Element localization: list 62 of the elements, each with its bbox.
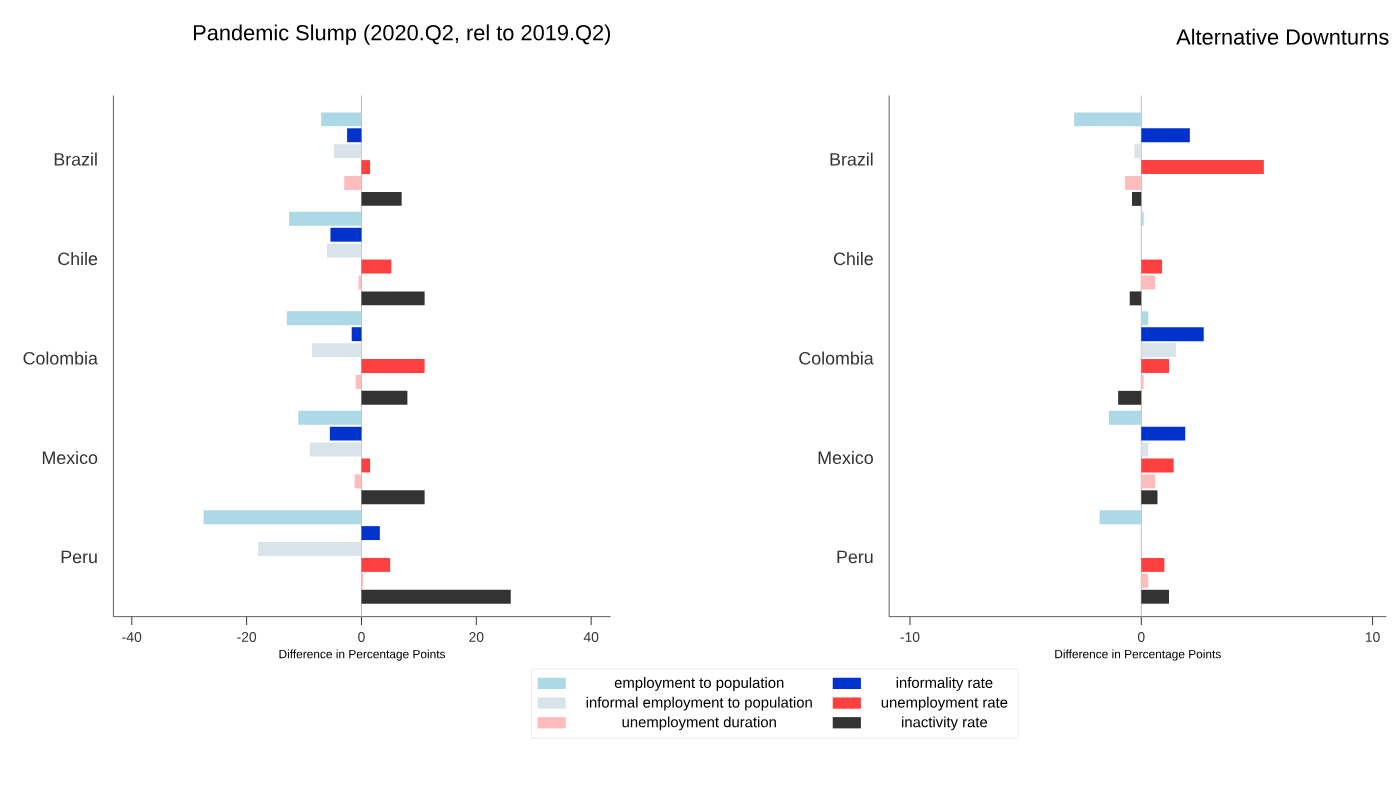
bar [1141, 343, 1176, 358]
y-tick-label: Mexico [818, 451, 873, 465]
bar [361, 590, 511, 604]
bar [1129, 291, 1142, 306]
bar [361, 490, 425, 505]
bar [344, 176, 362, 191]
bar [1141, 160, 1264, 175]
bar [1125, 176, 1142, 191]
chart-title: Pandemic Slump (2020.Q2, rel to 2019.Q2) [194, 24, 611, 45]
bar [1141, 426, 1186, 441]
y-tick-label: Mexico [42, 451, 98, 465]
bar [286, 311, 362, 326]
bar [1141, 574, 1149, 589]
bar [1141, 474, 1156, 489]
bar [1141, 558, 1165, 573]
bar [347, 128, 362, 143]
y-tick-label: Colombia [799, 351, 874, 365]
bar [361, 391, 408, 406]
bar [1132, 192, 1142, 207]
bar [361, 526, 380, 541]
bar [361, 291, 425, 306]
bar [1141, 327, 1204, 342]
bar [1141, 590, 1170, 604]
bar [1141, 490, 1158, 505]
bar [330, 227, 362, 242]
bar [1141, 259, 1163, 274]
bar [1134, 144, 1142, 159]
bar [1141, 275, 1156, 290]
bar [203, 510, 362, 525]
bar [258, 542, 362, 557]
bar [289, 212, 362, 226]
bar [321, 112, 362, 127]
bar [1141, 311, 1149, 326]
bar [329, 426, 362, 441]
chart-title: Alternative Downturns [1176, 28, 1389, 45]
bar [1141, 128, 1190, 143]
bar [351, 327, 362, 342]
bar [361, 558, 391, 573]
bar [1141, 359, 1170, 374]
bar [1099, 510, 1142, 525]
bar [312, 343, 362, 358]
bar [1074, 112, 1142, 127]
y-tick-label: Brazil [54, 152, 97, 166]
y-tick-label: Chile [58, 252, 98, 266]
bar [361, 160, 371, 175]
y-tick-label: Chile [833, 252, 873, 266]
bar [1141, 458, 1174, 473]
bar [361, 259, 392, 274]
y-tick-label: Colombia [23, 351, 98, 365]
bar [327, 243, 362, 258]
y-tick-label: Brazil [830, 152, 873, 166]
bar [309, 442, 362, 457]
y-tick-label: Peru [837, 550, 873, 564]
bar [1118, 391, 1142, 406]
bar [361, 192, 402, 207]
bar [333, 144, 362, 159]
y-tick-label: Peru [61, 550, 97, 564]
bar [361, 458, 371, 473]
bar [298, 410, 362, 425]
bar [1108, 410, 1142, 425]
bar [1141, 442, 1149, 457]
bar [361, 359, 425, 374]
